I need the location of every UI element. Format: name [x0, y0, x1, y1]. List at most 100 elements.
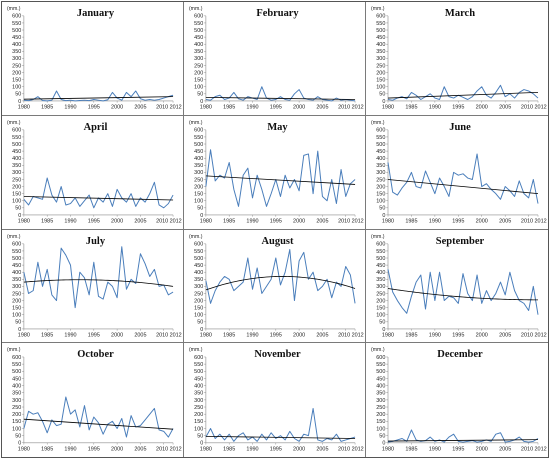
y-tick-label: 200 — [12, 412, 21, 418]
panel-november: November (mm.) 0 50 100 150 200 250 300 350 400 450… — [184, 343, 366, 457]
x-tick-label: 1995 — [88, 332, 100, 338]
x-tick-label: 2005 — [134, 104, 146, 110]
y-tick-label: 550 — [12, 248, 21, 254]
y-tick-label: 0 — [382, 326, 385, 332]
y-tick-label: 400 — [376, 42, 385, 48]
x-tick-label: 2012 — [535, 104, 547, 110]
x-tick-label: 1980 — [18, 218, 30, 224]
series-line — [23, 177, 174, 209]
y-tick-label: 100 — [12, 85, 21, 91]
x-tick-label: 2010 — [156, 332, 168, 338]
y-tick-label: 200 — [376, 70, 385, 76]
x-tick-label: 2010 — [521, 332, 533, 338]
y-axis-unit-label: (mm.) — [7, 6, 21, 12]
y-tick-label: 600 — [12, 14, 21, 20]
x-tick-label: 1995 — [452, 218, 464, 224]
x-tick-label: 2012 — [352, 447, 364, 453]
panel-october: October (mm.) 0 50 100 150 200 250 300 350 400 450 5… — [2, 343, 184, 457]
y-tick-label: 200 — [12, 298, 21, 304]
x-tick-label: 1985 — [405, 332, 417, 338]
y-tick-label: 500 — [376, 369, 385, 375]
x-tick-label: 1995 — [452, 104, 464, 110]
y-tick-label: 600 — [12, 355, 21, 361]
y-tick-label: 100 — [376, 85, 385, 91]
series-line — [23, 90, 174, 102]
panel-march: March (mm.) 0 50 100 150 200 250 300 350 400 450 500… — [366, 2, 548, 116]
chart-title: November — [254, 349, 301, 360]
chart-title: September — [436, 235, 485, 246]
x-tick-label: 1990 — [246, 332, 258, 338]
y-tick-label: 50 — [379, 319, 385, 325]
y-tick-label: 200 — [194, 184, 203, 190]
y-tick-label: 0 — [18, 99, 21, 105]
x-tick-label: 2012 — [535, 447, 547, 453]
y-tick-label: 450 — [194, 149, 203, 155]
x-tick-label: 2010 — [156, 104, 168, 110]
y-tick-label: 150 — [12, 305, 21, 311]
chart-may: May (mm.) 0 5010015020025030035040045050055… — [189, 120, 364, 224]
x-tick-label: 2000 — [293, 332, 305, 338]
y-tick-label: 50 — [197, 434, 203, 440]
y-tick-label: 400 — [376, 270, 385, 276]
y-tick-label: 150 — [376, 191, 385, 197]
y-tick-label: 200 — [194, 298, 203, 304]
y-tick-label: 550 — [194, 21, 203, 27]
chart-september: September (mm.) 05010015020025030035040045… — [371, 233, 547, 338]
y-tick-label: 300 — [376, 284, 385, 290]
y-tick-label: 400 — [194, 384, 203, 390]
x-tick-label: 1980 — [382, 104, 394, 110]
y-tick-label: 550 — [376, 21, 385, 27]
y-tick-label: 500 — [194, 28, 203, 34]
y-tick-label: 100 — [376, 198, 385, 204]
y-tick-label: 350 — [12, 49, 21, 55]
x-tick-label: 2000 — [111, 447, 123, 453]
y-tick-label: 450 — [12, 35, 21, 41]
x-tick-label: 1985 — [41, 332, 53, 338]
y-tick-label: 400 — [12, 270, 21, 276]
trend-line — [387, 287, 539, 300]
x-tick-label: 1985 — [41, 218, 53, 224]
trend-line — [387, 92, 539, 99]
y-tick-label: 300 — [376, 398, 385, 404]
panel-may: May (mm.) 0 50 100 150 200 250 300 350 400 450 500 55… — [184, 115, 366, 230]
y-tick-label: 150 — [376, 78, 385, 84]
y-tick-label: 450 — [12, 263, 21, 269]
y-tick-label: 400 — [376, 384, 385, 390]
x-tick-label: 1980 — [382, 332, 394, 338]
x-tick-label: 1995 — [88, 447, 100, 453]
y-tick-label: 450 — [376, 35, 385, 41]
x-tick-label: 1985 — [223, 447, 235, 453]
y-tick-label: 250 — [376, 291, 385, 297]
series-line — [23, 396, 174, 438]
y-tick-label: 400 — [194, 270, 203, 276]
x-tick-label: 1995 — [452, 332, 464, 338]
x-tick-label: 2010 — [156, 447, 168, 453]
y-tick-label: 150 — [194, 419, 203, 425]
y-tick-label: 300 — [12, 284, 21, 290]
y-tick-label: 0 — [382, 213, 385, 219]
y-tick-label: 100 — [194, 312, 203, 318]
y-tick-label: 550 — [12, 135, 21, 141]
y-tick-label: 550 — [376, 135, 385, 141]
y-tick-label: 100 — [194, 427, 203, 433]
x-tick-label: 1990 — [246, 218, 258, 224]
y-axis-unit-label: (mm.) — [189, 120, 203, 126]
x-tick-label: 1980 — [200, 104, 212, 110]
trend-line — [387, 439, 539, 442]
y-tick-label: 150 — [194, 78, 203, 84]
x-tick-label: 1980 — [382, 447, 394, 453]
x-tick-label: 2005 — [499, 332, 511, 338]
y-axis-unit-label: (mm.) — [189, 6, 203, 12]
y-tick-label: 150 — [12, 419, 21, 425]
y-tick-label: 600 — [376, 127, 385, 133]
x-tick-label: 1980 — [18, 104, 30, 110]
y-tick-label: 150 — [194, 305, 203, 311]
x-tick-label: 1980 — [200, 218, 212, 224]
x-tick-label: 1990 — [64, 218, 76, 224]
y-tick-label: 50 — [379, 434, 385, 440]
x-tick-label: 1980 — [18, 332, 30, 338]
y-tick-label: 0 — [200, 99, 203, 105]
y-tick-label: 50 — [379, 92, 385, 98]
